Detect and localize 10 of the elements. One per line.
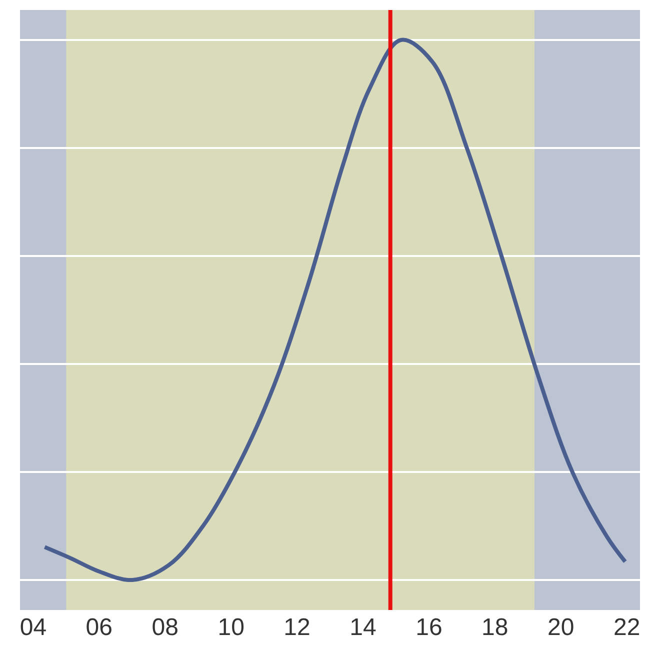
x-tick-label: 06 — [86, 614, 112, 641]
x-tick-label: 04 — [20, 614, 47, 641]
x-tick-label: 12 — [284, 614, 310, 641]
x-tick-label: 14 — [350, 614, 376, 641]
x-tick-label: 20 — [548, 614, 574, 641]
x-tick-label: 18 — [482, 614, 508, 641]
x-tick-label: 10 — [218, 614, 244, 641]
x-tick-label: 16 — [416, 614, 442, 641]
x-tick-label: 22 — [613, 614, 640, 641]
x-tick-label: 08 — [152, 614, 178, 641]
